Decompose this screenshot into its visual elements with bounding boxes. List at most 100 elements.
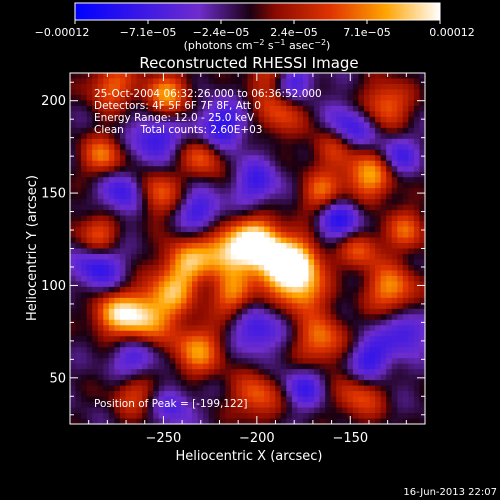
heatmap-cell (253, 210, 260, 217)
heatmap-cell (131, 89, 138, 96)
heatmap-cell (408, 259, 415, 266)
heatmap-cell (291, 264, 299, 272)
heatmap-cell (92, 144, 99, 151)
heatmap-cell (319, 281, 326, 288)
heatmap-cell (108, 210, 115, 217)
heatmap-cell (330, 286, 337, 293)
heatmap-cell (164, 210, 171, 217)
heatmap-cell (413, 94, 421, 102)
heatmap-cell (386, 89, 393, 96)
heatmap-cell (291, 237, 299, 244)
heatmap-cell (203, 396, 210, 403)
heatmap-cell (375, 210, 382, 217)
heatmap-cell (275, 341, 282, 348)
heatmap-cell (330, 396, 337, 403)
heatmap-cell (147, 204, 154, 211)
heatmap-cell (192, 127, 199, 134)
heatmap-cell (236, 248, 243, 255)
heatmap-cell (131, 303, 138, 310)
heatmap-cell (358, 171, 365, 178)
heatmap-cell (369, 336, 376, 343)
heatmap-cell (269, 127, 276, 134)
heatmap-cell (391, 182, 398, 189)
heatmap-cell (297, 204, 304, 211)
heatmap-cell (230, 232, 238, 239)
heatmap-cell (397, 308, 404, 315)
heatmap-cell (275, 248, 282, 255)
heatmap-cell (258, 199, 265, 206)
heatmap-cell (142, 89, 149, 96)
heatmap-cell (413, 413, 421, 420)
heatmap-cell (97, 264, 104, 272)
heatmap-cell (197, 314, 204, 321)
heatmap-cell (280, 83, 287, 91)
heatmap-cell (81, 341, 88, 348)
heatmap-cell (164, 73, 171, 80)
heatmap-cell (103, 292, 110, 299)
heatmap-cell (352, 116, 360, 123)
heatmap-cell (286, 330, 293, 337)
heatmap-cell (375, 160, 382, 167)
heatmap-cell (175, 138, 182, 145)
heatmap-cell (341, 380, 348, 387)
heatmap-cell (92, 182, 99, 189)
heatmap-cell (230, 226, 238, 233)
heatmap-cell (114, 83, 121, 91)
heatmap-cell (214, 149, 221, 156)
heatmap-cell (402, 259, 409, 266)
heatmap-cell (308, 144, 315, 151)
heatmap-cell (97, 358, 104, 365)
heatmap-cell (86, 259, 93, 266)
heatmap-cell (75, 133, 82, 140)
heatmap-cell (81, 330, 88, 337)
heatmap-cell (302, 303, 310, 310)
annotation-detectors: Detectors: 4F 5F 6F 7F 8F, Att 0 (94, 100, 261, 112)
heatmap-cell (164, 149, 171, 156)
heatmap-cell (391, 363, 398, 370)
heatmap-cell (219, 391, 226, 398)
heatmap-cell (291, 270, 299, 277)
heatmap-cell (308, 73, 315, 80)
heatmap-cell (186, 413, 193, 420)
heatmap-cell (297, 308, 304, 315)
heatmap-cell (308, 407, 315, 414)
heatmap-cell (158, 292, 165, 299)
heatmap-cell (108, 369, 115, 376)
heatmap-cell (297, 215, 304, 222)
heatmap-cell (302, 215, 310, 222)
heatmap-cell (408, 319, 415, 326)
heatmap-cell (247, 210, 254, 217)
heatmap-cell (413, 182, 421, 189)
heatmap-cell (197, 226, 204, 233)
heatmap-cell (336, 210, 343, 217)
heatmap-cell (397, 193, 404, 200)
heatmap-cell (208, 396, 215, 403)
heatmap-cell (86, 144, 93, 151)
heatmap-cell (164, 374, 171, 381)
heatmap-cell (186, 94, 193, 102)
heatmap-cell (308, 210, 315, 217)
heatmap-cell (330, 275, 337, 282)
heatmap-cell (247, 358, 254, 365)
heatmap-cell (308, 237, 315, 244)
heatmap-cell (97, 308, 104, 315)
heatmap-cell (363, 385, 371, 392)
heatmap-cell (286, 303, 293, 310)
heatmap-cell (214, 210, 221, 217)
heatmap-cell (125, 243, 132, 250)
heatmap-cell (142, 243, 149, 250)
heatmap-cell (164, 325, 171, 332)
heatmap-cell (180, 215, 188, 222)
heatmap-cell (291, 418, 299, 425)
heatmap-cell (236, 100, 243, 107)
heatmap-cell (81, 374, 88, 381)
heatmap-cell (186, 78, 193, 85)
heatmap-cell (286, 116, 293, 123)
heatmap-cell (203, 100, 210, 107)
heatmap-cell (186, 319, 193, 326)
heatmap-cell (413, 248, 421, 255)
heatmap-cell (108, 111, 115, 118)
heatmap-cell (336, 374, 343, 381)
heatmap-cell (131, 111, 138, 118)
heatmap-cell (214, 385, 221, 392)
